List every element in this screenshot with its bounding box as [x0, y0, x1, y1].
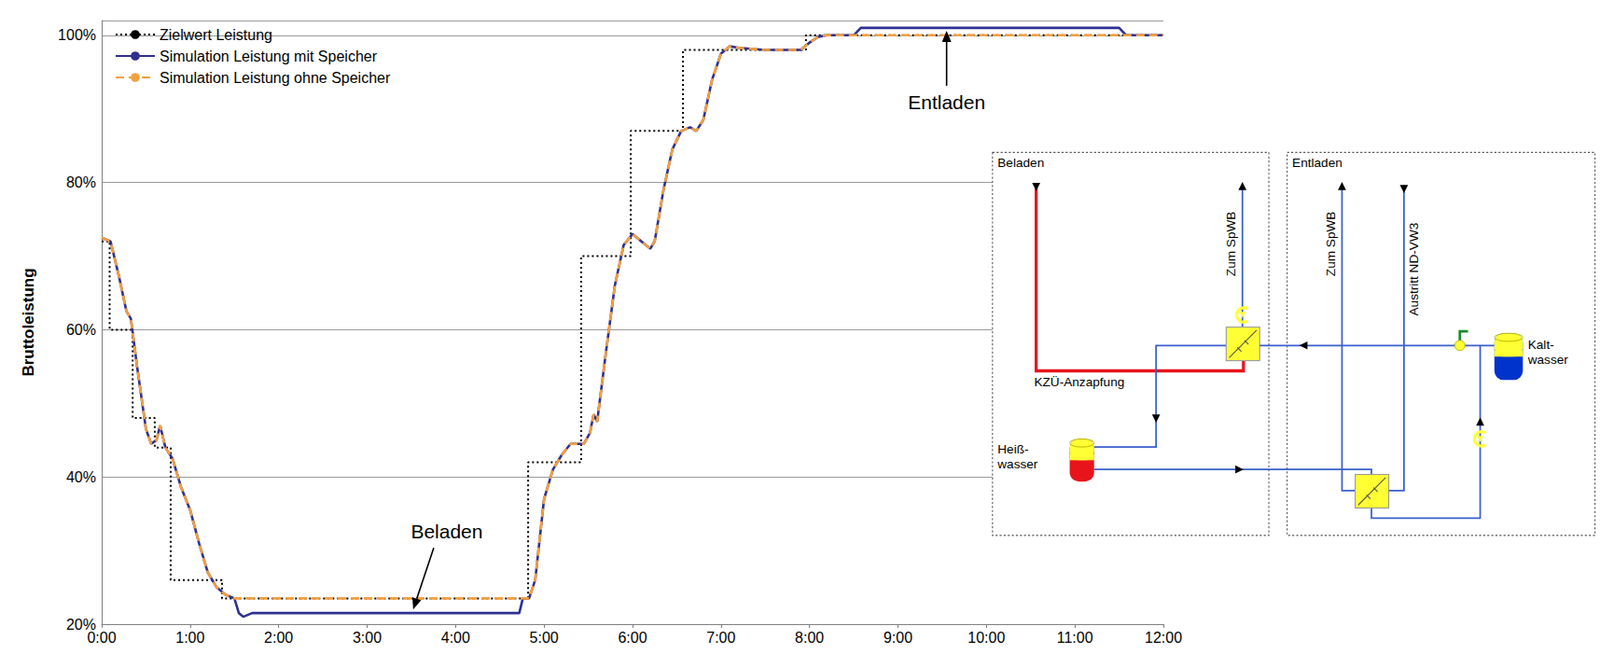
svg-text:Bruttoleistung: Bruttoleistung: [19, 267, 38, 376]
svg-text:80%: 80%: [66, 174, 97, 191]
svg-text:7:00: 7:00: [706, 629, 736, 646]
svg-text:6:00: 6:00: [617, 629, 647, 646]
svg-text:100%: 100%: [57, 27, 97, 43]
svg-text:wasser: wasser: [1527, 352, 1570, 367]
svg-text:wasser: wasser: [996, 457, 1039, 472]
svg-text:Beladen: Beladen: [997, 155, 1044, 170]
svg-text:Simulation Leistung ohne Speic: Simulation Leistung ohne Speicher: [159, 69, 391, 86]
svg-text:60%: 60%: [66, 321, 97, 338]
svg-text:Austritt ND-VW3: Austritt ND-VW3: [1406, 222, 1421, 317]
svg-text:KZÜ-Anzapfung: KZÜ-Anzapfung: [1033, 375, 1125, 390]
svg-text:Zum SpWB: Zum SpWB: [1224, 211, 1239, 278]
svg-text:Kalt-: Kalt-: [1528, 337, 1555, 352]
svg-text:2:00: 2:00: [264, 629, 293, 646]
svg-text:20%: 20%: [66, 616, 97, 633]
svg-text:3:00: 3:00: [352, 629, 382, 646]
svg-text:Entladen: Entladen: [907, 91, 986, 113]
svg-text:Entladen: Entladen: [1292, 155, 1343, 170]
svg-text:40%: 40%: [66, 469, 97, 486]
svg-text:Simulation Leistung mit Speich: Simulation Leistung mit Speicher: [159, 48, 378, 65]
svg-text:Beladen: Beladen: [410, 520, 483, 543]
svg-text:Zum SpWB: Zum SpWB: [1323, 211, 1338, 278]
svg-text:0:00: 0:00: [86, 629, 116, 646]
svg-text:Heiß-: Heiß-: [997, 442, 1029, 457]
svg-text:9:00: 9:00: [883, 629, 913, 646]
svg-text:4:00: 4:00: [441, 629, 471, 646]
svg-text:5:00: 5:00: [529, 629, 559, 646]
svg-text:1:00: 1:00: [175, 629, 205, 646]
svg-text:12:00: 12:00: [1144, 629, 1183, 646]
svg-text:8:00: 8:00: [794, 629, 824, 646]
svg-text:Zielwert Leistung: Zielwert Leistung: [159, 27, 273, 43]
svg-text:11:00: 11:00: [1057, 629, 1094, 646]
svg-text:10:00: 10:00: [967, 629, 1005, 646]
